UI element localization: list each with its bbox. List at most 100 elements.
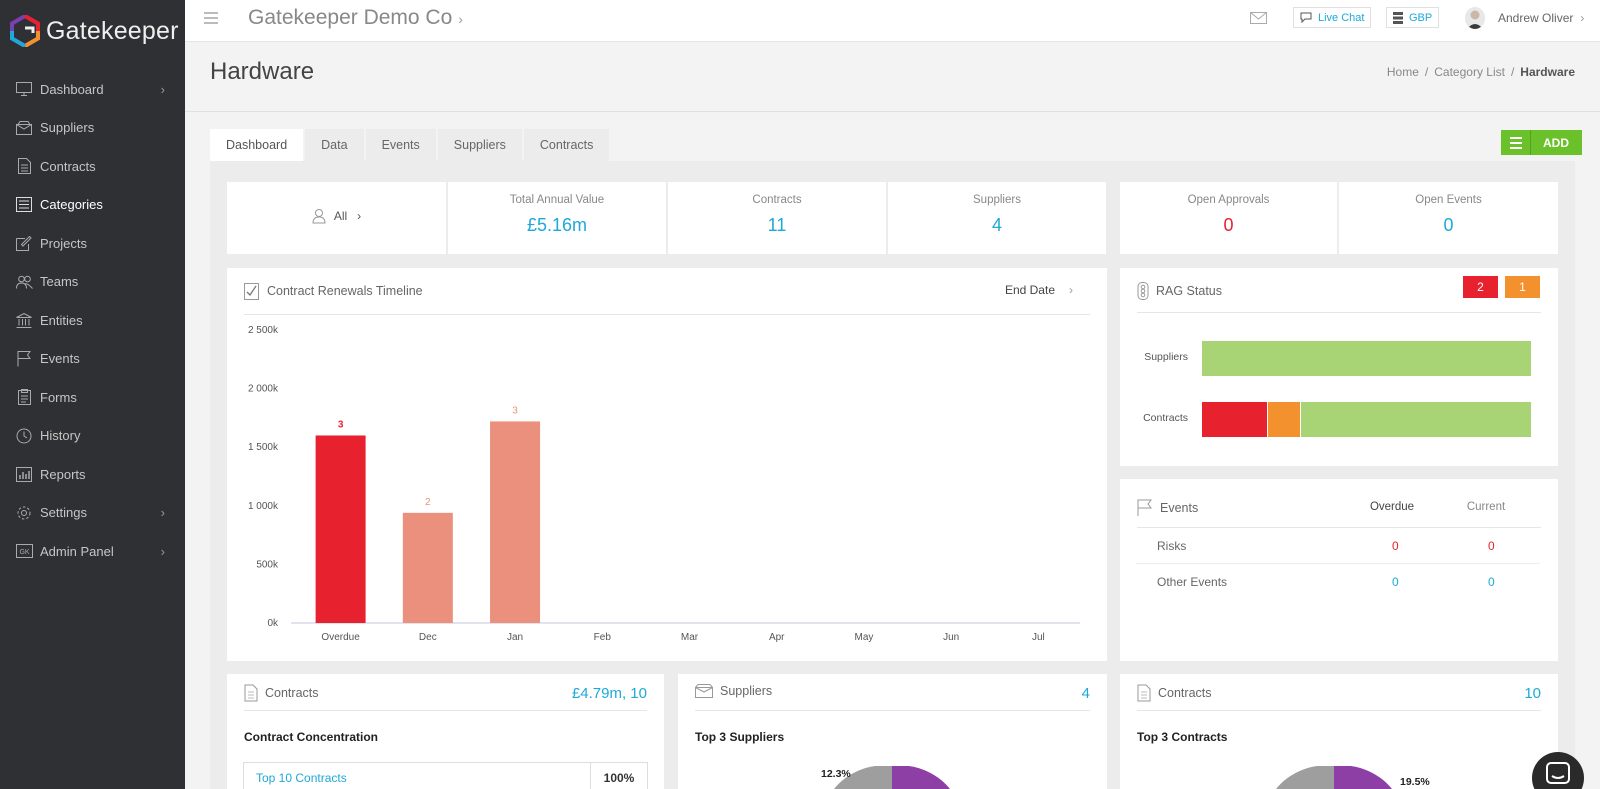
- rag-badge-red[interactable]: 2: [1463, 276, 1498, 298]
- sidebar-item-settings[interactable]: Settings ›: [0, 494, 185, 533]
- top-contracts-card: Contracts 10 Top 3 Contracts 19.5%: [1120, 674, 1558, 789]
- document-icon: [15, 158, 33, 175]
- chart-bar[interactable]: [315, 435, 366, 623]
- rag-segment[interactable]: [1202, 402, 1268, 437]
- y-tick-label: 2 000k: [248, 384, 279, 395]
- events-header: Events: [1137, 499, 1198, 517]
- other-current[interactable]: 0: [1488, 575, 1495, 589]
- filter-card[interactable]: All ›: [227, 182, 446, 254]
- pie-slice: [1276, 766, 1334, 789]
- x-tick-label: Dec: [419, 632, 437, 643]
- events-title: Events: [1160, 501, 1199, 515]
- divider: [1137, 312, 1541, 313]
- sidebar-item-forms[interactable]: Forms: [0, 378, 185, 417]
- add-button[interactable]: ADD: [1501, 130, 1582, 155]
- risks-current[interactable]: 0: [1488, 538, 1495, 553]
- sidebar-item-label: Dashboard: [40, 81, 104, 97]
- contracts-pie[interactable]: [1270, 766, 1400, 789]
- tab-dashboard[interactable]: Dashboard: [210, 129, 304, 161]
- company-switcher[interactable]: Gatekeeper Demo Co ›: [248, 6, 463, 30]
- document-icon: [244, 684, 258, 702]
- contracts-total: £4.79m, 10: [571, 685, 647, 702]
- sidebar-item-projects[interactable]: Projects: [0, 224, 185, 263]
- stat-label: Suppliers: [973, 194, 1021, 206]
- sidebar-item-events[interactable]: Events: [0, 340, 185, 379]
- stat-open-events[interactable]: Open Events 0: [1339, 182, 1558, 254]
- topbar: Gatekeeper Demo Co › Live Chat GBP Andrew…: [185, 0, 1600, 42]
- sidebar-item-label: Suppliers: [40, 120, 95, 136]
- sidebar-item-reports[interactable]: Reports: [0, 455, 185, 494]
- rag-segment[interactable]: [1301, 402, 1532, 437]
- timeline-title: Contract Renewals Timeline: [267, 284, 423, 298]
- list-icon: [15, 197, 33, 213]
- chevron-right-icon: ›: [160, 543, 165, 559]
- rag-bar-contracts[interactable]: [1202, 402, 1532, 437]
- tab-events[interactable]: Events: [365, 129, 436, 161]
- people-icon: [15, 274, 33, 289]
- y-tick-label: 500k: [256, 559, 279, 570]
- chart-bar[interactable]: [402, 512, 453, 623]
- timeline-card: Contract Renewals Timeline End Date ›: [227, 268, 1107, 661]
- sidebar-item-suppliers[interactable]: Suppliers: [0, 109, 185, 148]
- rag-segment[interactable]: [1202, 341, 1532, 376]
- sidebar-item-history[interactable]: History: [0, 417, 185, 456]
- sidebar-item-label: History: [40, 428, 81, 444]
- rag-badge-amber[interactable]: 1: [1505, 276, 1540, 298]
- x-tick-label: Overdue: [321, 632, 360, 643]
- box-icon: [695, 684, 713, 698]
- y-tick-label: 1 500k: [248, 442, 279, 453]
- sidebar-item-admin-panel[interactable]: GK Admin Panel ›: [0, 532, 185, 571]
- tab-bar: Dashboard Data Events Suppliers Contract…: [210, 129, 610, 161]
- chart-bar[interactable]: [490, 421, 541, 623]
- sidebar: Gatekeeper Dashboard › Suppliers Contracts C…: [0, 0, 185, 789]
- sidebar-item-label: Admin Panel: [40, 543, 114, 559]
- brand-logo[interactable]: Gatekeeper: [0, 0, 185, 62]
- tab-contracts[interactable]: Contracts: [523, 129, 610, 161]
- sidebar-item-label: Reports: [40, 466, 86, 482]
- live-chat-label: Live Chat: [1318, 11, 1365, 24]
- divider: [1137, 710, 1541, 711]
- live-chat-button[interactable]: Live Chat: [1293, 7, 1372, 28]
- tab-data[interactable]: Data: [305, 129, 364, 161]
- suppliers-pie[interactable]: [828, 766, 958, 789]
- y-tick-label: 0k: [267, 618, 279, 629]
- sidebar-item-teams[interactable]: Teams: [0, 263, 185, 302]
- divider: [244, 710, 647, 711]
- pie-slice: [834, 766, 892, 789]
- breadcrumb-category-list[interactable]: Category List: [1434, 65, 1505, 79]
- row-label: Other Events: [1157, 575, 1228, 589]
- events-row-risks[interactable]: Risks 0 0: [1136, 528, 1540, 564]
- concentration-table: Top 10 Contracts 100%: [243, 762, 648, 789]
- stat-open-approvals[interactable]: Open Approvals 0: [1120, 182, 1337, 254]
- events-row-other[interactable]: Other Events 0 0: [1136, 564, 1540, 600]
- breadcrumb-home[interactable]: Home: [1386, 65, 1419, 79]
- stat-value: 0: [1443, 215, 1454, 235]
- risks-overdue[interactable]: 0: [1392, 538, 1399, 553]
- menu-toggle-icon[interactable]: [204, 12, 218, 24]
- sidebar-item-dashboard[interactable]: Dashboard ›: [0, 70, 185, 109]
- sidebar-item-categories[interactable]: Categories: [0, 186, 185, 225]
- currency-selector[interactable]: GBP: [1386, 7, 1440, 28]
- user-menu[interactable]: Andrew Oliver ›: [1465, 7, 1584, 29]
- gear-icon: [15, 505, 33, 520]
- stat-suppliers[interactable]: Suppliers 4: [888, 182, 1106, 254]
- other-overdue[interactable]: 0: [1392, 575, 1399, 589]
- sidebar-item-entities[interactable]: Entities: [0, 301, 185, 340]
- contracts-count: 10: [1524, 685, 1541, 702]
- database-icon: [1393, 11, 1403, 24]
- rag-segment[interactable]: [1268, 402, 1301, 437]
- sort-selector[interactable]: End Date ›: [1005, 283, 1073, 297]
- x-tick-label: Apr: [769, 632, 785, 643]
- card-header: Contracts: [244, 684, 319, 702]
- stat-contracts[interactable]: Contracts 11: [668, 182, 886, 254]
- tab-suppliers[interactable]: Suppliers: [437, 129, 522, 161]
- stat-value: 0: [1223, 215, 1234, 235]
- chat-launcher-button[interactable]: [1532, 752, 1584, 789]
- rag-bar-suppliers[interactable]: [1202, 341, 1532, 376]
- sidebar-item-contracts[interactable]: Contracts: [0, 147, 185, 186]
- currency-label: GBP: [1409, 11, 1433, 24]
- mail-icon[interactable]: [1250, 11, 1267, 29]
- card-subtitle: Top 3 Suppliers: [695, 730, 785, 744]
- x-tick-label: May: [854, 632, 873, 643]
- top-10-contracts-link[interactable]: Top 10 Contracts: [244, 763, 591, 789]
